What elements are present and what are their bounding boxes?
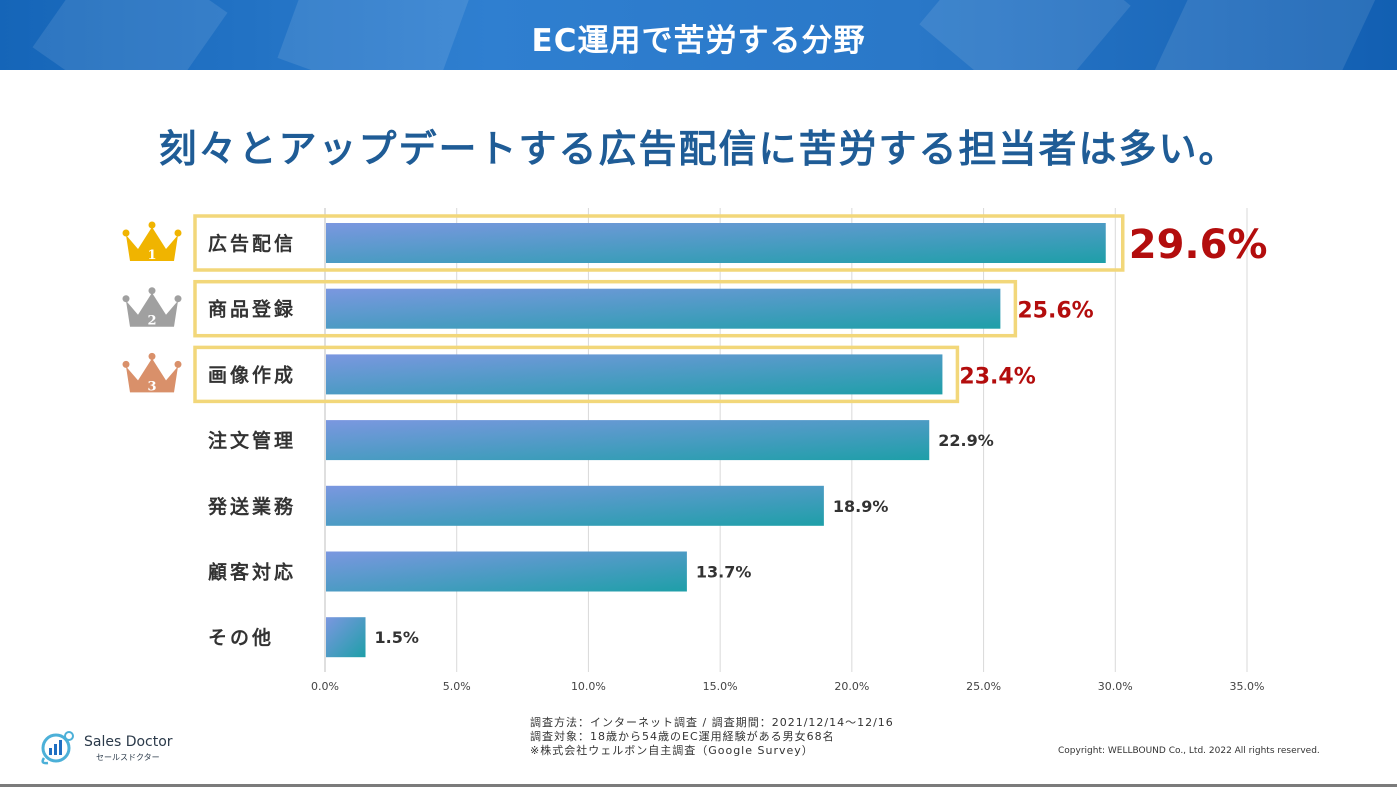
category-label: 広告配信 bbox=[208, 232, 296, 255]
silver-crown-icon: 2 bbox=[122, 287, 182, 329]
value-label: 13.7% bbox=[696, 563, 752, 582]
rank-number: 1 bbox=[147, 248, 156, 263]
logo-icon bbox=[41, 731, 74, 765]
category-label: 顧客対応 bbox=[208, 561, 296, 584]
value-label: 1.5% bbox=[375, 628, 419, 647]
bar bbox=[326, 617, 366, 658]
header-banner: EC運用で苦労する分野 bbox=[0, 0, 1397, 70]
category-label: 注文管理 bbox=[208, 429, 296, 452]
bar bbox=[326, 551, 687, 592]
bar bbox=[326, 485, 824, 526]
survey-note-line: 調査対象：18歳から54歳のEC運用経験がある男女68名 bbox=[530, 730, 835, 743]
gold-crown-icon: 1 bbox=[122, 221, 182, 263]
crown-shape bbox=[126, 358, 178, 393]
crown-jewel bbox=[148, 352, 156, 360]
bronze-crown-icon: 3 bbox=[122, 352, 182, 394]
crown-jewel bbox=[122, 295, 130, 303]
category-label: 商品登録 bbox=[208, 298, 296, 321]
value-label: 25.6% bbox=[1017, 299, 1093, 324]
bar bbox=[326, 420, 930, 461]
crown-jewel bbox=[148, 287, 156, 295]
x-tick-label: 30.0% bbox=[1098, 680, 1133, 693]
crown-jewel bbox=[122, 360, 130, 368]
banner-title: EC運用で苦労する分野 bbox=[531, 23, 866, 59]
bar bbox=[326, 288, 1001, 329]
highlight-box bbox=[193, 345, 960, 404]
value-label: 22.9% bbox=[938, 431, 994, 450]
x-tick-label: 25.0% bbox=[966, 680, 1001, 693]
highlight-box bbox=[193, 214, 1125, 272]
survey-note-line: 調査方法：インターネット調査 / 調査期間：2021/12/14〜12/16 bbox=[530, 716, 894, 729]
value-label: 18.9% bbox=[833, 497, 889, 516]
rank-number: 2 bbox=[147, 314, 156, 329]
x-tick-label: 35.0% bbox=[1230, 680, 1265, 693]
highlight-box bbox=[193, 279, 1018, 338]
rank-number: 3 bbox=[147, 379, 156, 394]
x-tick-label: 0.0% bbox=[311, 680, 339, 693]
survey-note: 調査方法：インターネット調査 / 調査期間：2021/12/14〜12/16 調… bbox=[530, 716, 894, 758]
survey-note-line: ※株式会社ウェルボン自主調査（Google Survey） bbox=[530, 744, 814, 757]
category-label: その他 bbox=[208, 626, 274, 649]
category-label: 画像作成 bbox=[208, 363, 296, 386]
logo-kana: セールスドクター bbox=[96, 753, 160, 762]
crown-jewel bbox=[174, 360, 182, 368]
crown-shape bbox=[126, 292, 178, 327]
value-label: 29.6% bbox=[1129, 222, 1268, 268]
logo-name: Sales Doctor bbox=[84, 734, 173, 750]
bottom-divider bbox=[0, 784, 1397, 787]
crown-jewel bbox=[174, 295, 182, 303]
x-tick-label: 15.0% bbox=[703, 680, 738, 693]
x-tick-label: 10.0% bbox=[571, 680, 606, 693]
crown-jewel bbox=[148, 221, 156, 229]
x-tick-label: 20.0% bbox=[834, 680, 869, 693]
bar bbox=[326, 354, 943, 395]
crown-jewel bbox=[122, 229, 130, 237]
bar bbox=[326, 223, 1106, 263]
sales-doctor-logo: Sales Doctor セールスドクター bbox=[38, 728, 188, 768]
x-tick-label: 5.0% bbox=[443, 680, 471, 693]
category-label: 発送業務 bbox=[207, 495, 296, 518]
crown-jewel bbox=[174, 229, 182, 237]
chart-subtitle: 刻々とアップデートする広告配信に苦労する担当者は多い。 bbox=[158, 127, 1239, 171]
copyright-text: Copyright: WELLBOUND Co., Ltd. 2022 All … bbox=[1058, 746, 1320, 756]
crown-shape bbox=[126, 227, 178, 261]
value-label: 23.4% bbox=[959, 364, 1035, 389]
